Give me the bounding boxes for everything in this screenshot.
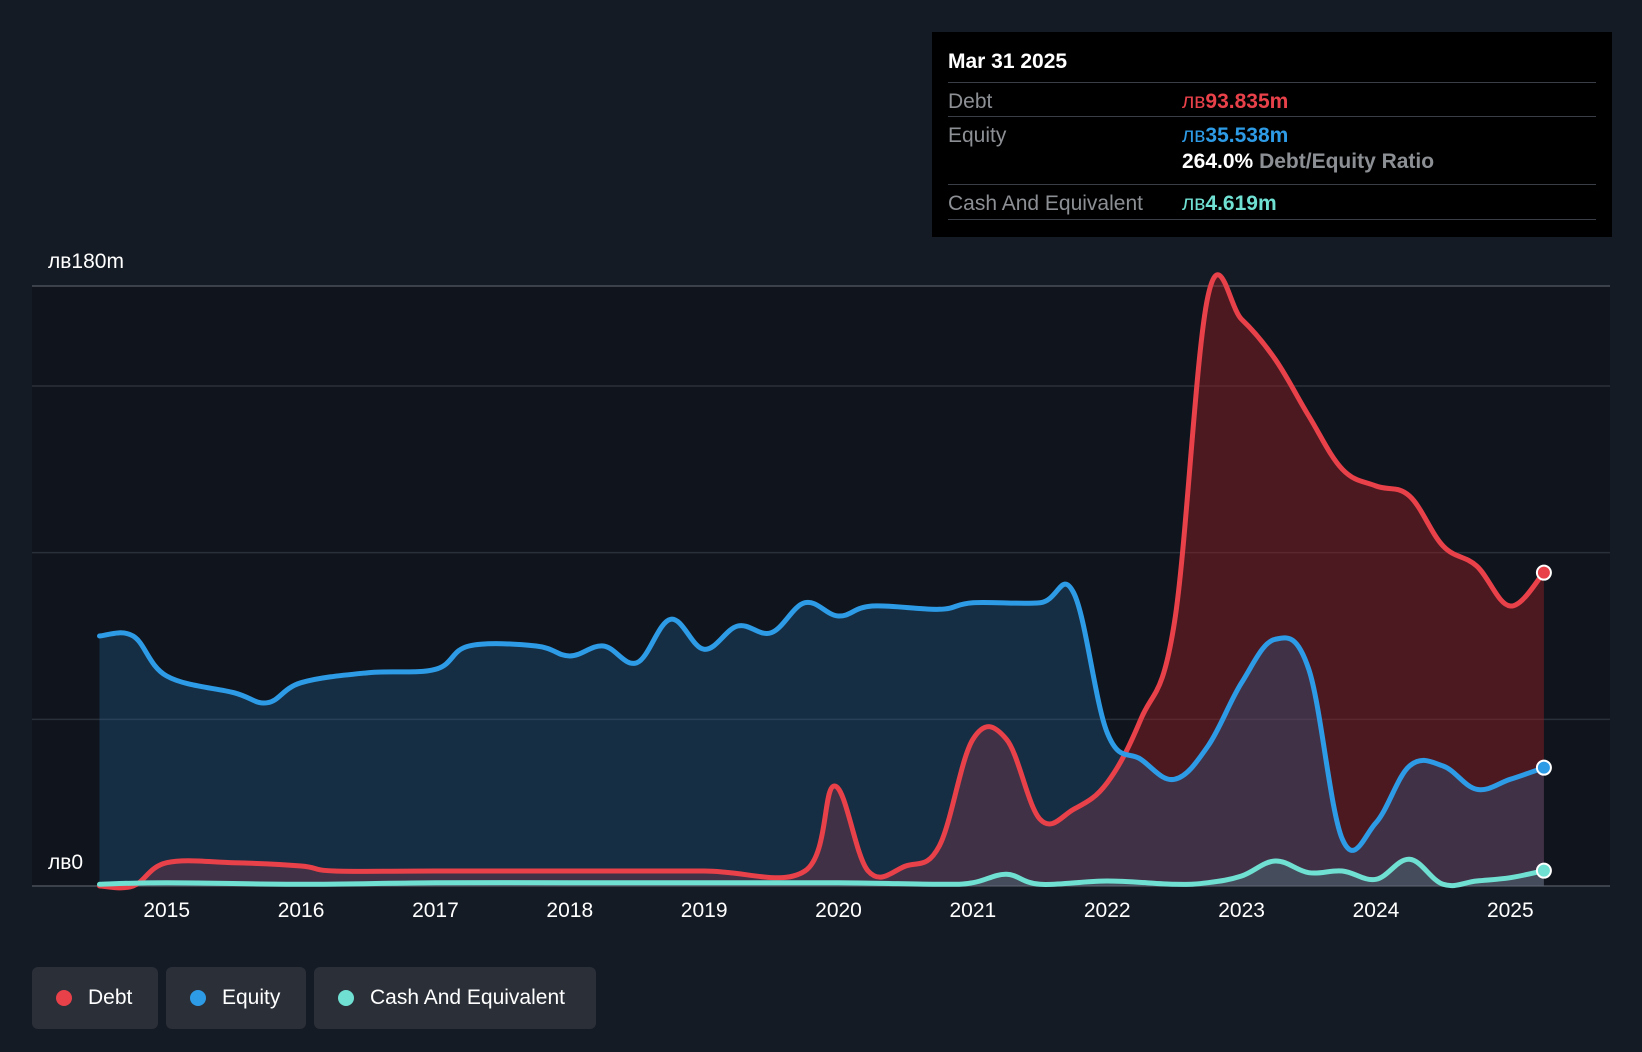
legend-item-equity[interactable]: Equity xyxy=(166,967,306,1029)
legend-equity-label: Equity xyxy=(222,986,281,1009)
legend-cash-label: Cash And Equivalent xyxy=(370,986,565,1009)
equity-currency: лв xyxy=(1182,124,1206,147)
tooltip-date: Mar 31 2025 xyxy=(948,50,1068,73)
debt-currency: лв xyxy=(1182,90,1206,113)
ratio-label: Debt/Equity Ratio xyxy=(1259,150,1435,173)
tooltip-cash-value: лв4.619m xyxy=(1182,192,1277,216)
legend-item-debt[interactable]: Debt xyxy=(32,967,158,1029)
x-tick-label: 2016 xyxy=(277,899,325,922)
cash-area xyxy=(99,859,1544,886)
tooltip-debt-value: лв93.835m xyxy=(1182,90,1288,114)
data-tooltip: Mar 31 2025 Debt лв93.835m Equity лв35.5… xyxy=(932,32,1612,237)
tooltip-ratio: 264.0% Debt/Equity Ratio xyxy=(1182,150,1434,174)
x-tick-label: 2019 xyxy=(680,899,728,922)
series-layer xyxy=(97,272,1547,891)
tooltip-equity-value: лв35.538m xyxy=(1182,124,1288,148)
tooltip-ratio-row: 264.0% Debt/Equity Ratio xyxy=(948,150,1596,184)
grid-lines xyxy=(32,285,1610,887)
cash-end-marker[interactable] xyxy=(1535,862,1552,879)
debt-amount: 93.835m xyxy=(1205,90,1289,113)
legend-item-cash[interactable]: Cash And Equivalent xyxy=(314,967,596,1029)
x-tick-label: 2015 xyxy=(143,899,191,922)
tooltip-equity-row: Equity лв35.538m xyxy=(948,116,1596,151)
equity-area xyxy=(99,584,1544,886)
ratio-value: 264.0% xyxy=(1182,150,1254,173)
x-tick-label: 2022 xyxy=(1083,899,1131,922)
cash-line xyxy=(97,856,1547,889)
cash-currency: лв xyxy=(1182,192,1206,215)
debt-legend-dot-icon xyxy=(56,990,72,1006)
cash-legend-dot-icon xyxy=(338,990,354,1006)
equity-end-marker[interactable] xyxy=(1535,759,1552,776)
legend-debt-label: Debt xyxy=(88,986,133,1009)
equity-line xyxy=(97,581,1547,853)
tooltip-debt-label: Debt xyxy=(948,90,993,113)
x-tick-label: 2021 xyxy=(949,899,997,922)
tooltip-equity-label: Equity xyxy=(948,124,1007,147)
cash-amount: 4.619m xyxy=(1205,192,1277,215)
debt-area xyxy=(99,274,1544,888)
debt-end-marker[interactable] xyxy=(1535,564,1552,581)
y-axis-top-label: лв180m xyxy=(48,250,124,273)
x-tick-label: 2020 xyxy=(815,899,862,922)
end-markers xyxy=(1535,564,1552,879)
debt-line xyxy=(97,272,1547,891)
equity-amount: 35.538m xyxy=(1205,124,1289,147)
x-tick-label: 2025 xyxy=(1486,899,1534,922)
y-axis-bottom-label: лв0 xyxy=(48,851,84,874)
equity-legend-dot-icon xyxy=(190,990,206,1006)
x-tick-label: 2024 xyxy=(1352,899,1400,922)
tooltip-cash-row: Cash And Equivalent лв4.619m xyxy=(948,184,1596,220)
tooltip-cash-label: Cash And Equivalent xyxy=(948,192,1143,215)
x-tick-label: 2023 xyxy=(1218,899,1265,922)
x-tick-label: 2017 xyxy=(412,899,459,922)
tooltip-debt-row: Debt лв93.835m xyxy=(948,82,1596,117)
x-tick-label: 2018 xyxy=(546,899,594,922)
